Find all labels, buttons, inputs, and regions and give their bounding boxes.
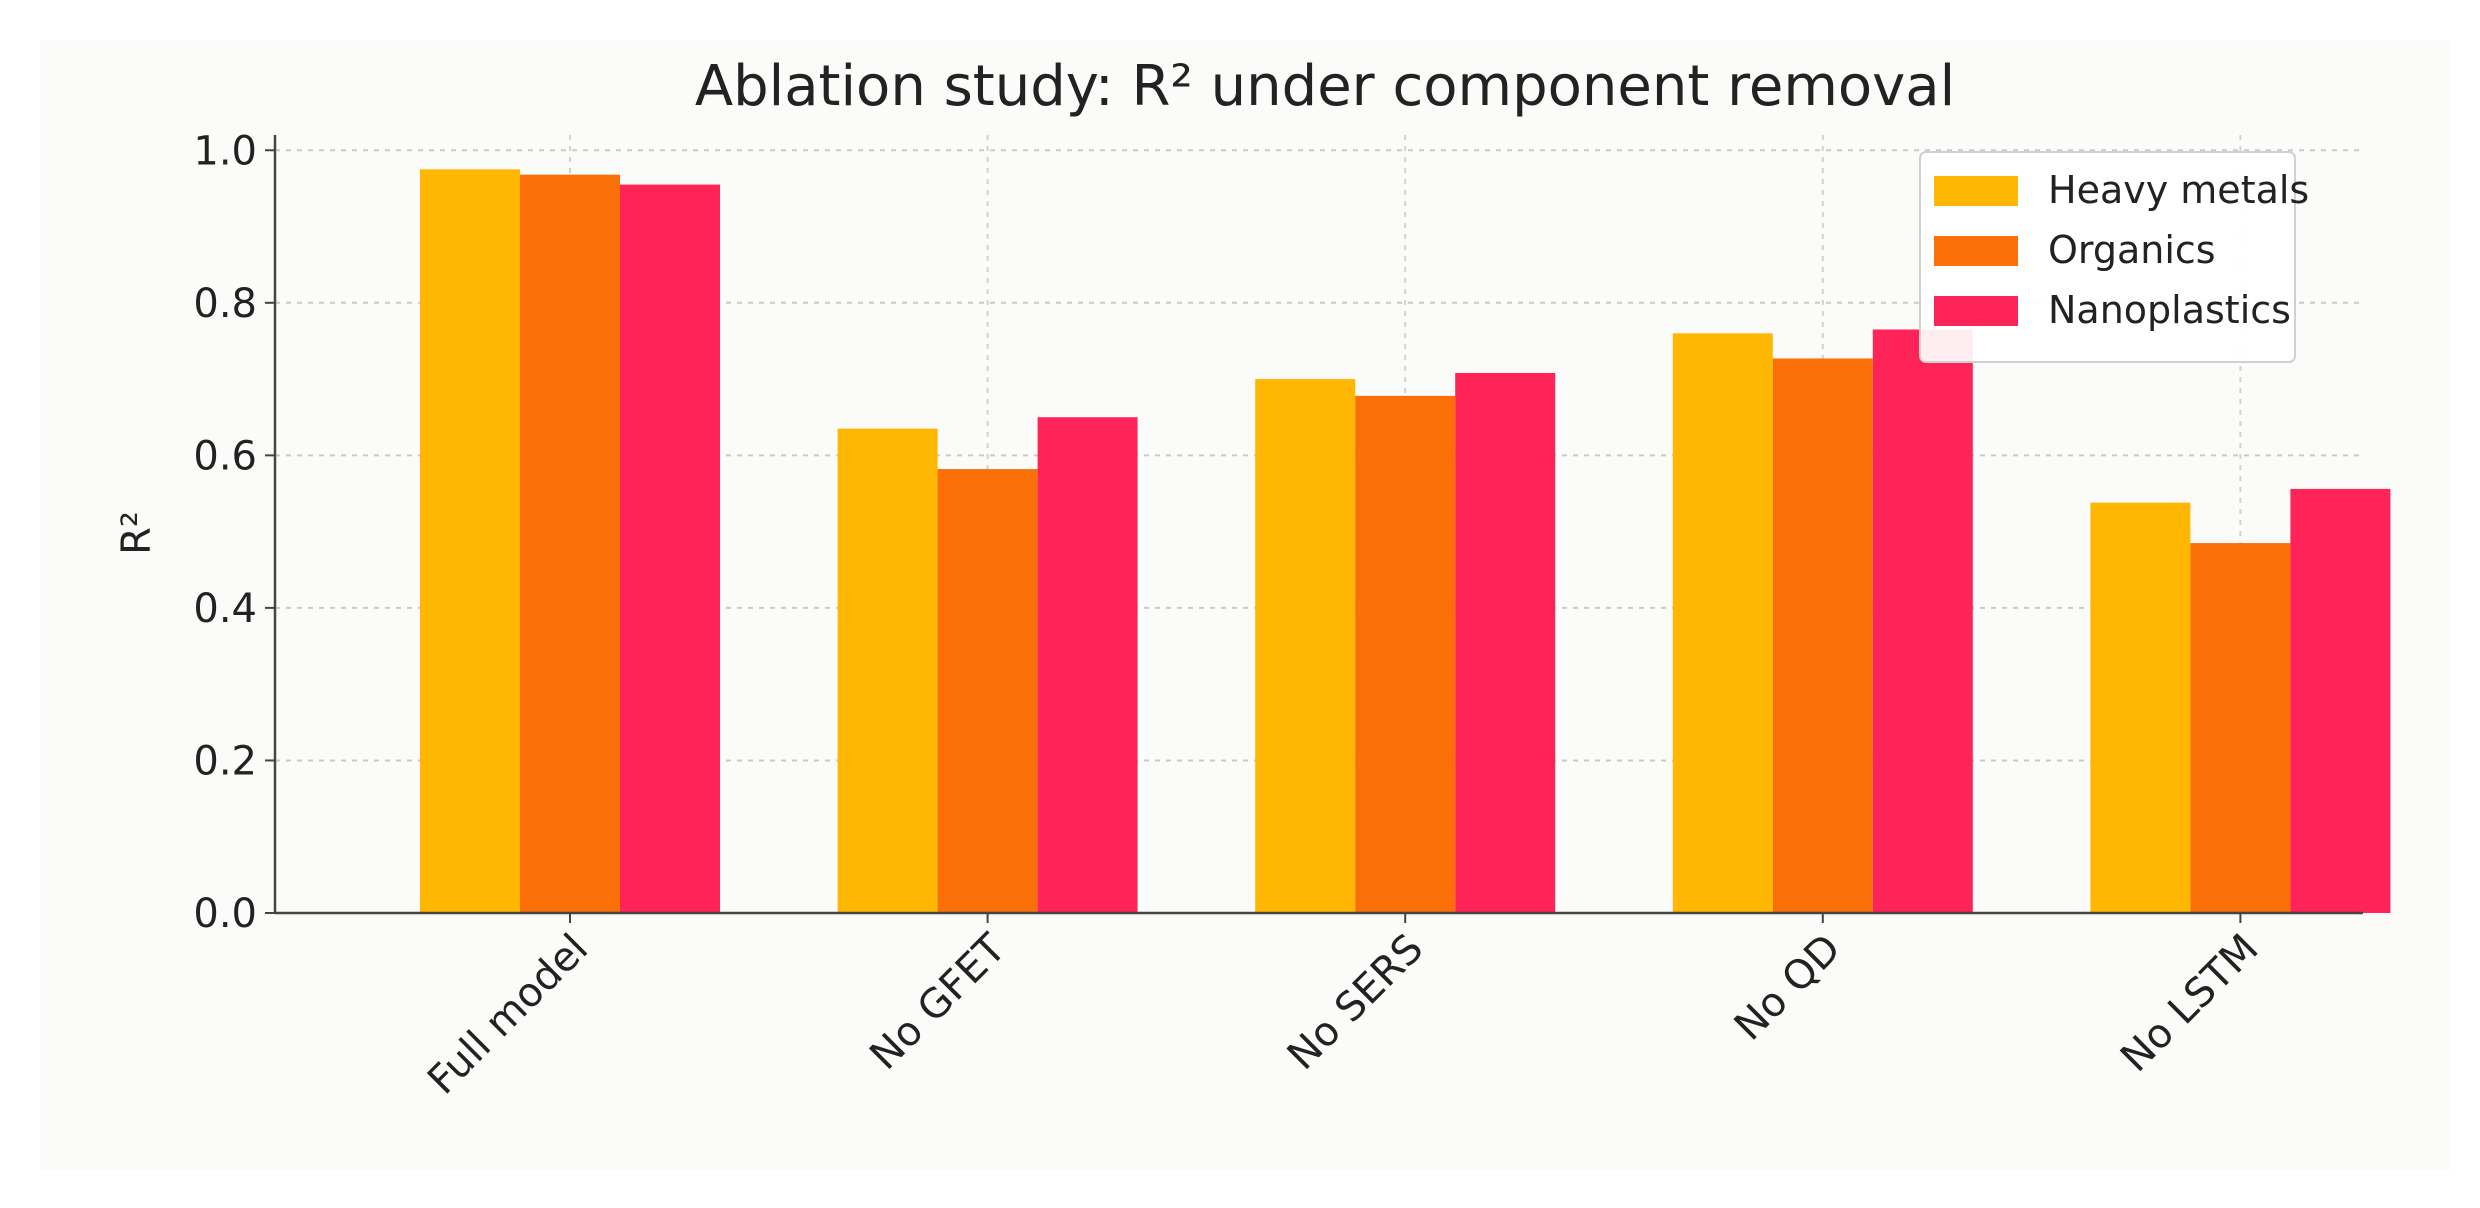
bar-full-model-heavy-metals bbox=[420, 169, 520, 913]
bar-no-qd-nanoplastics bbox=[1872, 329, 1973, 913]
legend-label: Heavy metals bbox=[2048, 168, 2309, 212]
bar-no-lstm-nanoplastics bbox=[2290, 488, 2391, 913]
y-tick-label: 0.6 bbox=[193, 433, 257, 479]
y-tick-label: 0.4 bbox=[193, 586, 257, 632]
bar-no-sers-nanoplastics bbox=[1455, 372, 1556, 914]
bar-no-lstm-organics bbox=[2190, 543, 2291, 913]
legend-label: Organics bbox=[2048, 228, 2216, 272]
y-tick-label: 0.2 bbox=[193, 738, 257, 784]
bar-no-sers-heavy-metals bbox=[1255, 379, 1356, 913]
bar-no-gfet-organics bbox=[937, 469, 1038, 913]
chart-title: Ablation study: R² under component remov… bbox=[695, 54, 1955, 119]
y-tick-label: 0.8 bbox=[193, 281, 257, 327]
legend-label: Nanoplastics bbox=[2048, 288, 2291, 332]
y-tick-label: 1.0 bbox=[193, 128, 257, 174]
bars bbox=[420, 169, 2391, 914]
bar-no-sers-organics bbox=[1355, 395, 1456, 913]
bar-no-lstm-heavy-metals bbox=[2090, 502, 2191, 913]
y-tick-label: 0.0 bbox=[193, 891, 257, 937]
legend-swatch bbox=[1934, 176, 2018, 206]
legend-swatch bbox=[1934, 296, 2018, 326]
y-axis-label: R² bbox=[114, 511, 160, 555]
bar-no-gfet-nanoplastics bbox=[1037, 417, 1138, 913]
legend: Heavy metals Organics Nanoplastics bbox=[1919, 151, 2309, 363]
bar-full-model-organics bbox=[520, 174, 620, 914]
bar-full-model-nanoplastics bbox=[620, 184, 720, 913]
bar-no-qd-organics bbox=[1772, 358, 1873, 913]
bar-no-qd-heavy-metals bbox=[1672, 333, 1773, 913]
legend-swatch bbox=[1934, 236, 2018, 266]
bar-no-gfet-heavy-metals bbox=[837, 428, 938, 913]
